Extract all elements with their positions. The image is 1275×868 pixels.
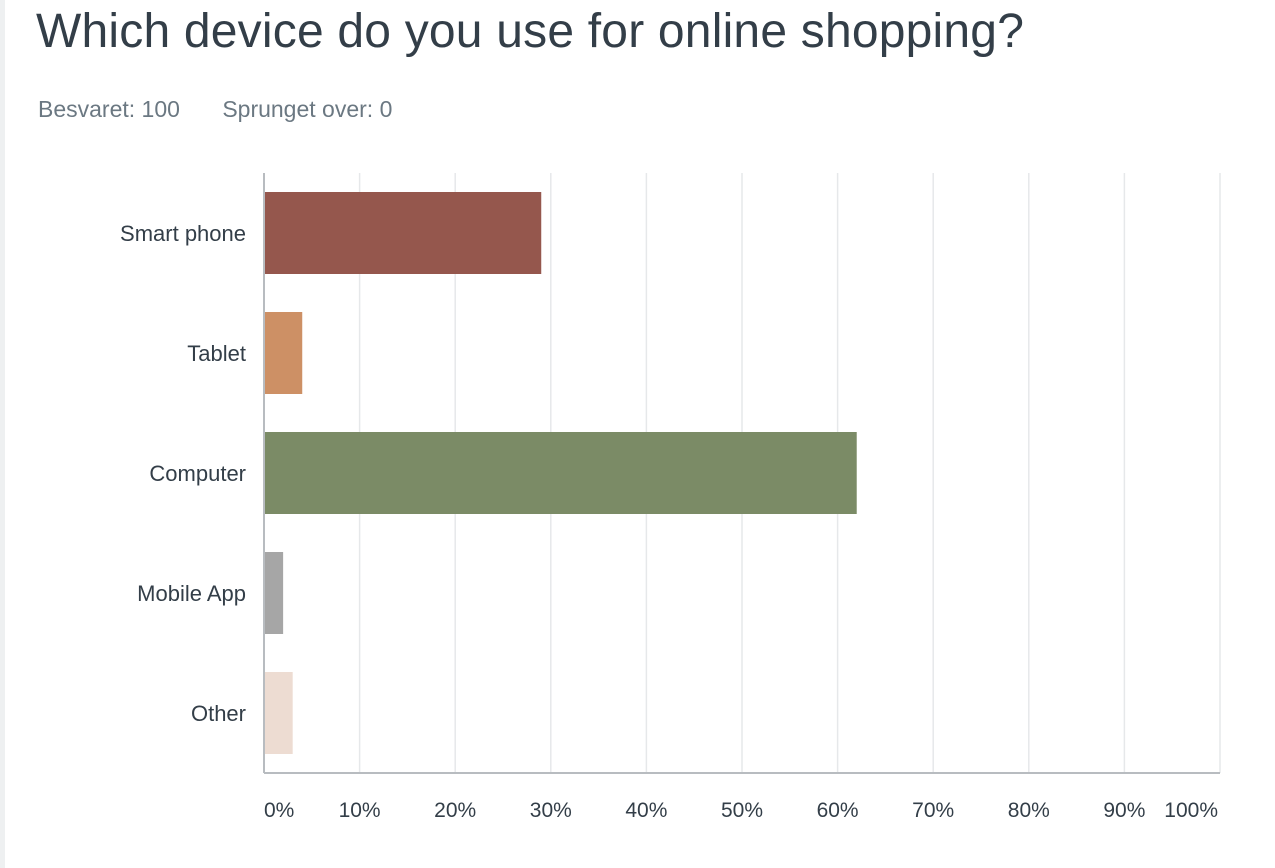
answered-count: Besvaret: 100: [38, 96, 180, 123]
x-tick-label: 0%: [264, 799, 294, 822]
question-title: Which device do you use for online shopp…: [36, 5, 1025, 58]
x-tick-label: 20%: [434, 799, 476, 822]
category-label: Computer: [149, 461, 246, 486]
answered-value: 100: [141, 96, 180, 122]
category-label: Tablet: [187, 341, 246, 366]
x-tick-label: 80%: [1008, 799, 1050, 822]
category-label: Mobile App: [137, 581, 246, 606]
x-tick-label: 90%: [1103, 799, 1145, 822]
x-tick-label: 70%: [912, 799, 954, 822]
bar-other: [264, 672, 293, 754]
bar-tablet: [264, 312, 303, 394]
category-label: Other: [191, 701, 246, 726]
page-left-edge: [0, 0, 5, 868]
x-tick-label: 60%: [817, 799, 859, 822]
bar-computer: [264, 432, 857, 514]
x-tick-label: 10%: [339, 799, 381, 822]
skipped-count: Sprunget over: 0: [222, 96, 392, 123]
bar-smart-phone: [264, 192, 542, 274]
x-tick-label: 50%: [721, 799, 763, 822]
x-tick-label: 40%: [625, 799, 667, 822]
bar-mobile-app: [264, 552, 284, 634]
answered-label: Besvaret:: [38, 96, 136, 122]
skipped-value: 0: [379, 96, 393, 122]
category-label: Smart phone: [120, 221, 246, 246]
x-tick-label: 100%: [1164, 799, 1218, 822]
skipped-label: Sprunget over:: [222, 96, 374, 122]
response-stats: Besvaret: 100 Sprunget over: 0: [38, 96, 428, 123]
x-tick-label: 30%: [530, 799, 572, 822]
